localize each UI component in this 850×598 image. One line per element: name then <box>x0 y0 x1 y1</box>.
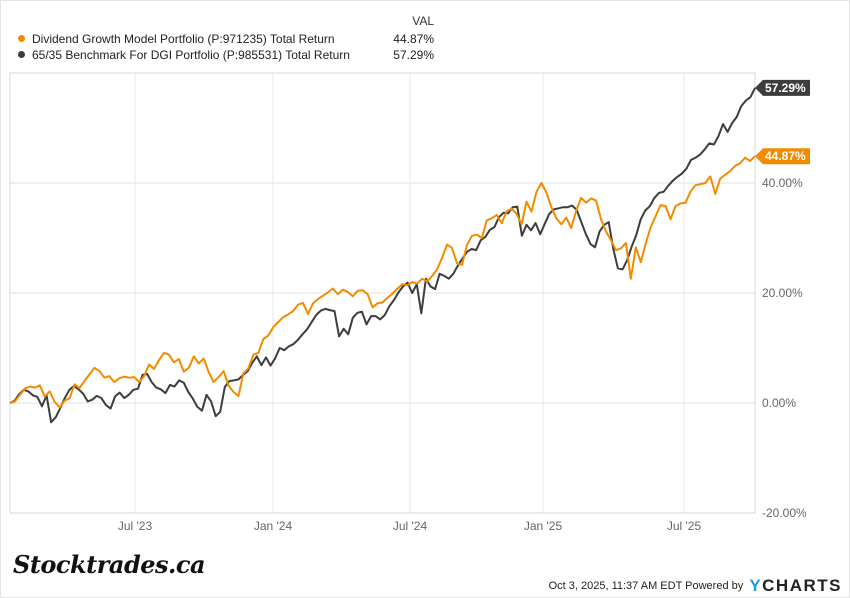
legend-item-value: 57.29% <box>393 48 434 62</box>
grid-lines <box>10 73 755 513</box>
footer-attribution: Oct 3, 2025, 11:37 AM EDT Powered by YCH… <box>549 576 842 596</box>
legend-item-dgi[interactable]: Dividend Growth Model Portfolio (P:97123… <box>18 31 434 47</box>
ycharts-logo[interactable]: YCHARTS <box>749 576 842 595</box>
legend-item-label: 65/35 Benchmark For DGI Portfolio (P:985… <box>32 48 350 62</box>
timestamp: Oct 3, 2025, 11:37 AM EDT <box>548 580 683 592</box>
y-axis: -20.00% 0.00% 20.00% 40.00% <box>762 176 807 520</box>
end-labels: 44.87% 57.29% <box>755 79 810 165</box>
legend-item-label: Dividend Growth Model Portfolio (P:97123… <box>32 32 335 46</box>
end-label-text: 44.87% <box>765 149 806 163</box>
end-label-tag <box>755 148 810 165</box>
ycharts-logo-y: Y <box>749 576 763 595</box>
y-tick-label: 40.00% <box>762 176 803 190</box>
x-tick-label: Jul '25 <box>667 519 702 533</box>
legend-item-benchmark[interactable]: 65/35 Benchmark For DGI Portfolio (P:985… <box>18 47 434 63</box>
plot-area <box>9 72 756 514</box>
legend-dot-icon <box>18 51 25 58</box>
x-tick-label: Jan '24 <box>254 519 293 533</box>
y-tick-label: 0.00% <box>762 396 796 410</box>
series-line-benchmark <box>9 87 756 424</box>
x-tick-label: Jul '24 <box>393 519 428 533</box>
y-tick-label: -20.00% <box>762 506 807 520</box>
x-tick-label: Jan '25 <box>524 519 563 533</box>
end-label-text: 57.29% <box>765 81 806 95</box>
x-tick-label: Jul '23 <box>118 519 153 533</box>
legend-item-value: 44.87% <box>393 32 434 46</box>
ycharts-logo-text: CHARTS <box>762 576 842 595</box>
stocktrades-logo: Stocktrades.ca <box>13 550 206 579</box>
end-label-benchmark: 57.29% <box>755 79 810 96</box>
legend-dot-icon <box>18 35 25 42</box>
series-lines <box>9 87 756 424</box>
end-label-tag <box>755 79 810 96</box>
legend-value-header: VAL <box>412 14 434 28</box>
x-axis: Jul '23 Jan '24 Jul '24 Jan '25 Jul '25 <box>118 519 702 533</box>
series-line-dgi <box>9 155 756 409</box>
end-label-dgi: 44.87% <box>755 148 810 165</box>
y-tick-label: 20.00% <box>762 286 803 300</box>
powered-by-label: Powered by <box>685 580 744 592</box>
